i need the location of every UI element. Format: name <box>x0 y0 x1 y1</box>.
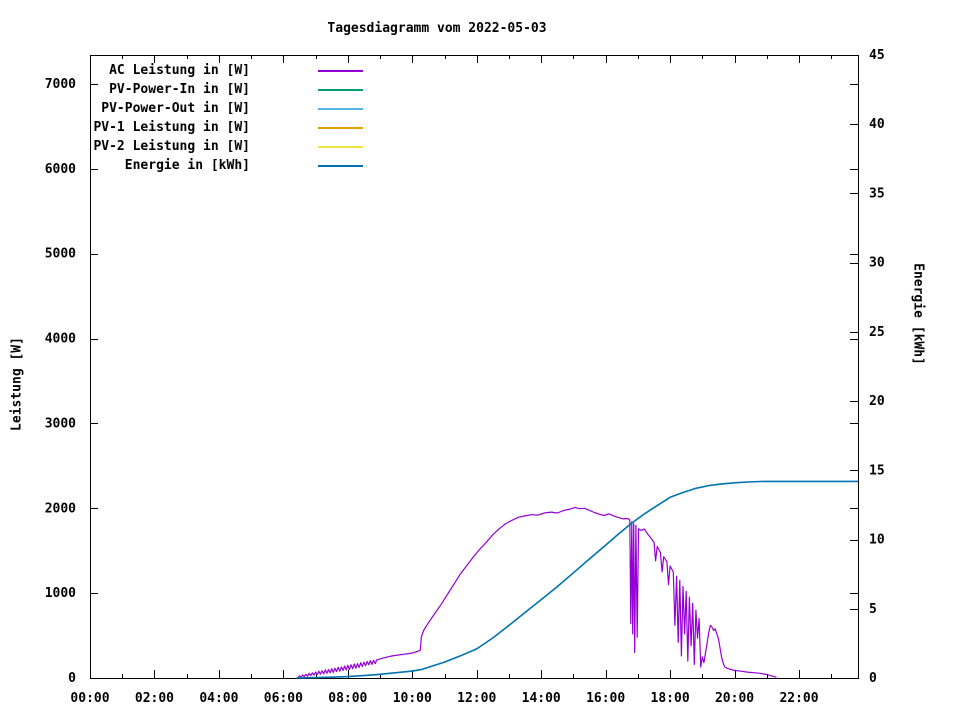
y-left-tick-label: 3000 <box>45 416 76 431</box>
y-right-tick-label: 10 <box>869 533 885 548</box>
y-left-tick-label: 1000 <box>45 586 76 601</box>
x-axis-ticks <box>90 55 832 678</box>
y-right-tick-label: 40 <box>869 117 885 132</box>
y-right-tick-label: 45 <box>869 48 885 63</box>
y-left-tick-label: 0 <box>68 671 76 686</box>
y-right-tick-label: 30 <box>869 256 885 271</box>
y-right-tick-label: 0 <box>869 671 877 686</box>
y-right-tick-label: 35 <box>869 186 885 201</box>
x-tick-label: 12:00 <box>457 691 496 706</box>
y-left-tick-label: 2000 <box>45 501 76 516</box>
plot-border <box>90 55 859 679</box>
x-tick-label: 00:00 <box>70 691 109 706</box>
x-tick-label: 22:00 <box>779 691 818 706</box>
x-tick-label: 18:00 <box>651 691 690 706</box>
y-left-tick-label: 6000 <box>45 162 76 177</box>
y-right-tick-label: 20 <box>869 394 885 409</box>
y-left-ticks <box>90 84 858 679</box>
x-tick-label: 14:00 <box>522 691 561 706</box>
x-tick-label: 02:00 <box>135 691 174 706</box>
chart-title: Tagesdiagramm vom 2022-05-03 <box>327 21 547 36</box>
y-right-tick-label: 25 <box>869 325 885 340</box>
x-tick-label: 08:00 <box>328 691 367 706</box>
y-left-tick-label: 4000 <box>45 332 76 347</box>
y-right-tick-label: 15 <box>869 463 885 478</box>
y-left-tick-label: 7000 <box>45 77 76 92</box>
x-tick-label: 20:00 <box>715 691 754 706</box>
x-tick-label: 06:00 <box>264 691 303 706</box>
y-right-ticks <box>850 55 858 679</box>
y-left-tick-label: 5000 <box>45 247 76 262</box>
y-right-tick-label: 5 <box>869 602 877 617</box>
x-tick-label: 10:00 <box>393 691 432 706</box>
x-tick-label: 16:00 <box>586 691 625 706</box>
series-line-energie-in-kwh <box>296 480 858 679</box>
x-tick-label: 04:00 <box>199 691 238 706</box>
series-line-ac-leistung-in-w <box>297 506 777 679</box>
